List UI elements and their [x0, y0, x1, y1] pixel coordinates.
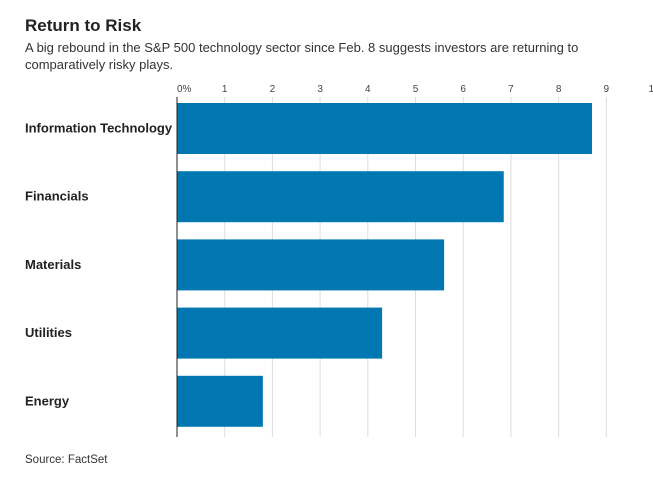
bar [177, 171, 504, 223]
x-tick-label: 7 [508, 84, 514, 95]
bar-chart: 0% 1 2 3 4 5 6 7 8 9 10 Information Technology Finan… [25, 84, 653, 437]
bar [177, 375, 263, 427]
x-tick-label: 6 [460, 84, 466, 95]
x-tick-label: 2 [270, 84, 276, 95]
bar [177, 307, 383, 359]
chart-subtitle: A big rebound in the S&P 500 technology … [25, 40, 579, 72]
category-label: Information Technology [25, 121, 173, 136]
chart-title: Return to Risk [25, 16, 142, 35]
x-tick-label: 4 [365, 84, 371, 95]
category-label: Utilities [25, 325, 72, 340]
x-tick-label: 5 [413, 84, 419, 95]
category-label: Materials [25, 257, 81, 272]
x-tick-label: 3 [317, 84, 323, 95]
bar [177, 239, 445, 291]
category-label: Energy [25, 393, 70, 408]
x-tick-label: 10 [648, 84, 653, 95]
x-tick-label: 8 [556, 84, 562, 95]
category-label: Financials [25, 189, 89, 204]
x-tick-label: 9 [604, 84, 610, 95]
bar [177, 103, 592, 154]
x-tick-label: 0% [177, 84, 192, 95]
source-note: Source: FactSet [25, 454, 108, 466]
x-tick-label: 1 [222, 84, 228, 95]
